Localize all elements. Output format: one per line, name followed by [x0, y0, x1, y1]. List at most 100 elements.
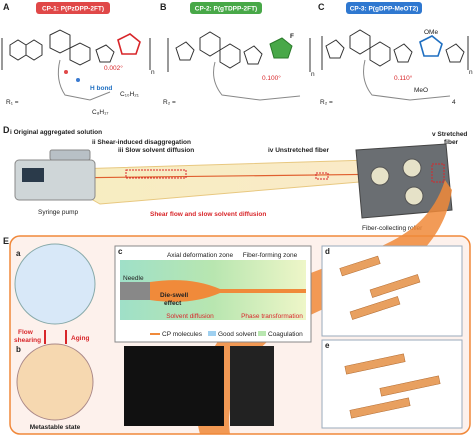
- effect-label: effect: [164, 300, 182, 307]
- shape: [25, 39, 43, 61]
- shape: [445, 43, 465, 63]
- roller: [370, 166, 390, 186]
- sub-label: c: [118, 247, 123, 256]
- shape: [349, 296, 401, 320]
- shape: [339, 255, 381, 277]
- shape: [95, 44, 115, 63]
- step-label: fiber: [444, 139, 459, 146]
- repeat-unit: n: [469, 69, 473, 76]
- shape: [57, 59, 111, 101]
- dihedral-angle: 0.100°: [262, 74, 281, 82]
- step-label: v Stretched: [432, 131, 467, 138]
- shape: [369, 41, 391, 67]
- arrow-label: shearing: [14, 337, 41, 344]
- shape: [9, 39, 27, 61]
- shape: [64, 70, 68, 74]
- molecule-c: [321, 29, 469, 101]
- zone-box: [431, 163, 445, 183]
- shape: [369, 274, 421, 298]
- shape: [49, 29, 71, 54]
- pump-screen: [22, 168, 44, 182]
- shape: [219, 43, 241, 69]
- device-label: Fiber-collecting roller: [362, 225, 423, 232]
- shape: [269, 37, 293, 59]
- panel-label: A: [3, 2, 10, 12]
- molecule-b: [167, 31, 311, 101]
- metastable-circle: [16, 343, 94, 421]
- title-box: [346, 2, 422, 14]
- shape: [199, 31, 221, 57]
- atom-label: F: [290, 33, 294, 40]
- step-label: iii Slow solvent diffusion: [118, 147, 194, 154]
- zone-box: [125, 169, 187, 179]
- shape: [167, 38, 311, 72]
- step-label: iv Unstretched fiber: [268, 147, 330, 154]
- shape: [321, 36, 469, 70]
- legend-label: Good solvent: [218, 331, 256, 338]
- shape: [393, 43, 413, 63]
- shape: [213, 61, 301, 101]
- needle-label: Needle: [123, 275, 144, 282]
- zone-label: Fiber-forming zone: [243, 252, 298, 259]
- shape: [76, 78, 80, 82]
- step-label: i Original aggregated solution: [10, 129, 102, 136]
- lamellae: [339, 255, 441, 419]
- syringe: [49, 149, 91, 161]
- chain-label: C₈H₁₇: [92, 109, 109, 116]
- polymer-title: CP-2: P(gTDPP-2FT): [195, 6, 257, 13]
- legend-label: Coagulation: [268, 331, 303, 338]
- panel-label: E: [3, 236, 9, 246]
- step-label: ii Shear-induced disaggregation: [92, 139, 191, 146]
- roller: [402, 158, 422, 178]
- shape: [344, 353, 406, 375]
- photo: [124, 346, 224, 426]
- panel-label: B: [160, 2, 167, 12]
- shape: [243, 45, 263, 65]
- shape: [349, 397, 411, 419]
- shape: [349, 29, 371, 55]
- roller: [404, 186, 424, 206]
- group-label: OMe: [424, 29, 438, 36]
- sub-label: b: [16, 345, 21, 354]
- chain-label: C₁₀H₂₁: [120, 91, 140, 98]
- side-chain-label: R₁ =: [6, 99, 19, 106]
- zone-box: [315, 172, 329, 180]
- polymer-title: CP-3: P(gDPP-MeOT2): [350, 6, 419, 13]
- legend-label: CP molecules: [162, 331, 203, 338]
- shape: [69, 42, 91, 66]
- title-box: [190, 2, 262, 14]
- repeat-unit: n: [151, 69, 155, 76]
- shape: [379, 375, 441, 397]
- process-label: Shear flow and slow solvent diffusion: [150, 211, 266, 218]
- side-chain-label: R₂ =: [320, 99, 333, 106]
- photo: [230, 346, 274, 426]
- chain-repeat: 4: [452, 99, 456, 106]
- zone-label: Axial deformation zone: [167, 252, 234, 259]
- dihedral-angle: 0.110°: [394, 74, 413, 82]
- shape: [117, 33, 141, 55]
- arrow-label: Aging: [71, 335, 89, 342]
- side-chain-label: R₂ =: [163, 99, 176, 106]
- panel-e-sub-frame: [321, 339, 463, 429]
- shape: [175, 41, 195, 61]
- effect-label: Die-swell: [160, 292, 188, 299]
- arrow-label: Flow: [18, 329, 34, 336]
- annotation: H bond: [90, 85, 112, 92]
- repeat-unit: n: [311, 71, 315, 78]
- legend-swatch: [208, 331, 216, 336]
- jet: [150, 280, 306, 302]
- roller-box: [355, 143, 453, 219]
- process-label: Solvent diffusion: [166, 313, 214, 320]
- title-box: [36, 2, 110, 14]
- state-label: Metastable state: [30, 424, 81, 431]
- aggregate-circle: [14, 243, 96, 325]
- legend-swatch: [258, 331, 266, 336]
- molecule-a: [1, 29, 151, 101]
- group-label: MeO: [414, 87, 428, 94]
- sub-label: d: [325, 247, 330, 256]
- dihedral-angle: 0.002°: [104, 64, 123, 72]
- shape: [325, 39, 345, 59]
